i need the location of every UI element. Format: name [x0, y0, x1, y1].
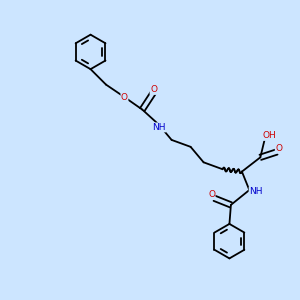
Text: NH: NH: [249, 187, 262, 196]
Text: NH: NH: [152, 123, 166, 132]
Text: O: O: [208, 190, 215, 199]
Text: O: O: [150, 85, 157, 94]
Text: O: O: [275, 144, 282, 153]
Text: OH: OH: [262, 131, 276, 140]
Text: O: O: [121, 93, 128, 102]
